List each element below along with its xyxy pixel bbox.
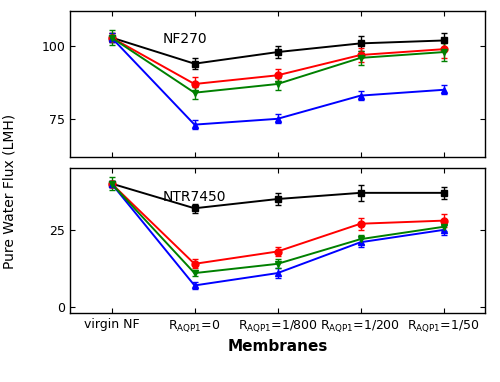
Legend: DPPC, DPPC/MO, DOPC, DOPC/MO: DPPC, DPPC/MO, DOPC, DOPC/MO [118,169,436,182]
X-axis label: Membranes: Membranes [228,339,328,354]
Text: NF270: NF270 [163,32,208,46]
Text: NTR7450: NTR7450 [163,190,226,204]
Text: Pure Water Flux (LMH): Pure Water Flux (LMH) [3,113,17,269]
